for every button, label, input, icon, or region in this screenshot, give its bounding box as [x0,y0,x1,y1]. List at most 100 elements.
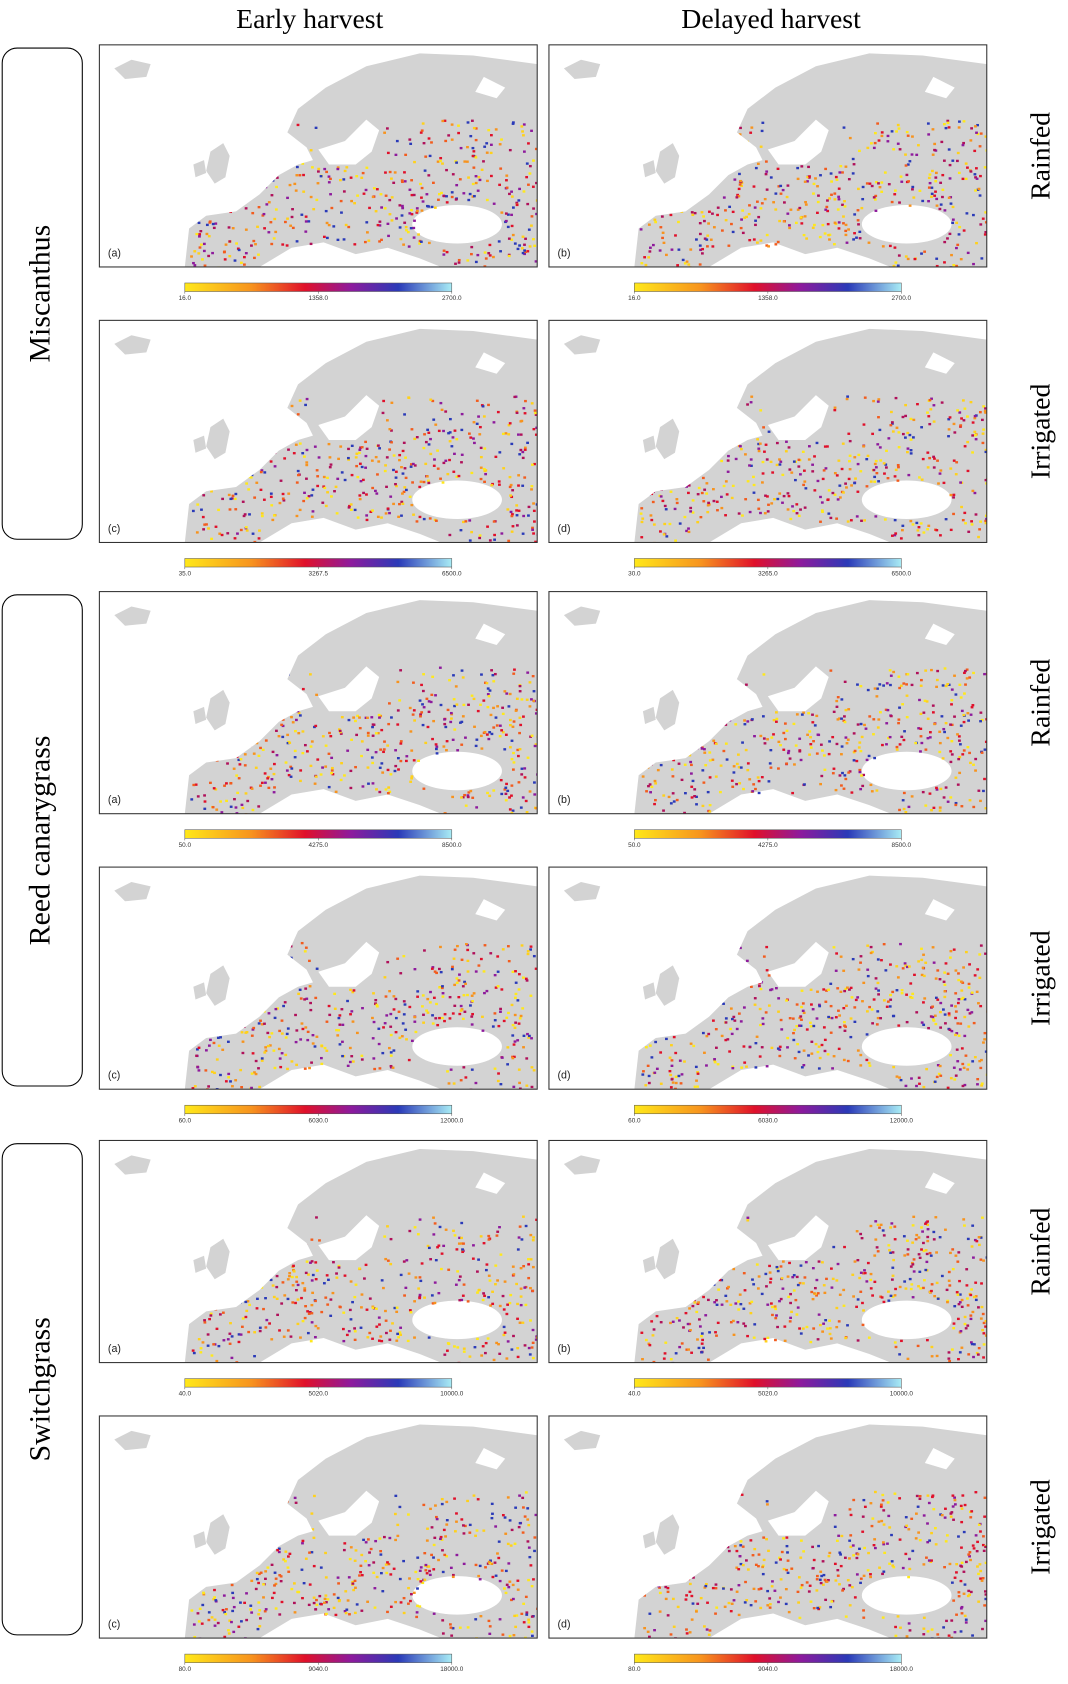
heat-dot [748,464,751,466]
heat-dot [796,1313,799,1315]
heat-dot [480,456,483,458]
heat-dot [792,510,795,512]
heat-dot [852,158,855,160]
heat-dot [463,1351,466,1353]
heat-dot [804,506,807,508]
heat-dot [853,759,856,761]
heat-dot [256,1578,259,1580]
heat-dot [802,451,805,453]
heat-dot [378,714,381,716]
heat-dot [880,959,883,961]
heat-dot [970,520,973,522]
heat-dot [310,243,313,245]
heat-dot [293,452,296,454]
heat-dot [431,1014,434,1016]
heat-dot [257,805,260,807]
heat-dot [463,1348,466,1350]
heat-dot [453,1082,456,1084]
heat-dot [768,1265,771,1267]
heat-dot [372,1057,375,1059]
heat-dot [949,164,952,166]
heat-dot [874,198,877,200]
heat-dot [388,428,391,430]
heat-dot [394,749,397,751]
heat-dot [731,1067,734,1069]
heat-dot [956,1022,959,1024]
heat-dot [976,968,979,970]
heat-dot [936,204,939,206]
heat-dot [689,248,692,250]
heat-dot [870,952,873,954]
heat-dot [510,443,513,445]
heat-dot [722,750,725,752]
heat-dot [450,712,453,714]
heat-dot [979,175,982,177]
heat-dot [207,1345,210,1347]
heat-dot [275,730,278,732]
heat-dot [669,1057,672,1059]
heat-dot [946,1301,949,1303]
heat-dot [772,733,775,735]
heat-dot [889,994,892,996]
heat-dot [858,746,861,748]
heat-dot [949,1054,952,1056]
heat-dot [355,734,358,736]
heat-dot [766,188,769,190]
heat-dot [452,674,455,676]
heat-dot [455,161,458,163]
heat-dot [259,1327,262,1329]
heat-dot [459,722,462,724]
heat-dot [690,764,693,766]
heat-dot [695,238,698,240]
heat-dot [776,1266,779,1268]
heat-dot [824,1039,827,1041]
heat-dot [919,1257,922,1259]
heat-dot [920,948,923,950]
heat-dot [294,730,297,732]
heat-dot [353,1296,356,1298]
heat-dot [281,243,284,245]
heat-dot [734,1302,737,1304]
heat-dot [328,786,331,788]
heat-dot [835,1016,838,1018]
heat-dot [642,1070,645,1072]
heat-dot [532,675,535,677]
heat-dot [228,1333,231,1335]
heat-dot [447,1269,450,1271]
heat-dot [754,788,757,790]
heat-dot [499,167,502,169]
heat-dot [483,992,486,994]
heat-dot [408,1272,411,1274]
heat-dot [362,479,365,481]
heat-dot [954,992,957,994]
heat-dot [256,1298,259,1300]
heat-dot [502,1334,505,1336]
heat-dot [209,1039,212,1041]
heat-dot [276,1314,279,1316]
heat-dot [225,800,228,802]
heat-dot [907,474,910,476]
heat-dot [460,744,463,746]
heat-dot [950,761,953,763]
heat-dot [448,459,451,461]
heat-dot [817,1292,820,1294]
heat-dot [529,172,532,174]
heat-dot [810,989,813,991]
heat-dot [328,175,331,177]
heat-dot [885,450,888,452]
heat-dot [509,746,512,748]
heat-dot [874,1238,877,1240]
heat-dot [354,720,357,722]
heat-dot [887,1290,890,1292]
heat-dot [846,242,849,244]
heat-dot [497,1025,500,1027]
heat-dot [972,806,975,808]
heat-dot [894,189,897,191]
heat-dot [353,989,356,991]
heat-dot [856,491,859,493]
heat-dot [757,216,760,218]
heat-dot [725,1017,728,1019]
heat-dot [300,1297,303,1299]
heat-dot [864,1272,867,1274]
heat-dot [785,450,788,452]
